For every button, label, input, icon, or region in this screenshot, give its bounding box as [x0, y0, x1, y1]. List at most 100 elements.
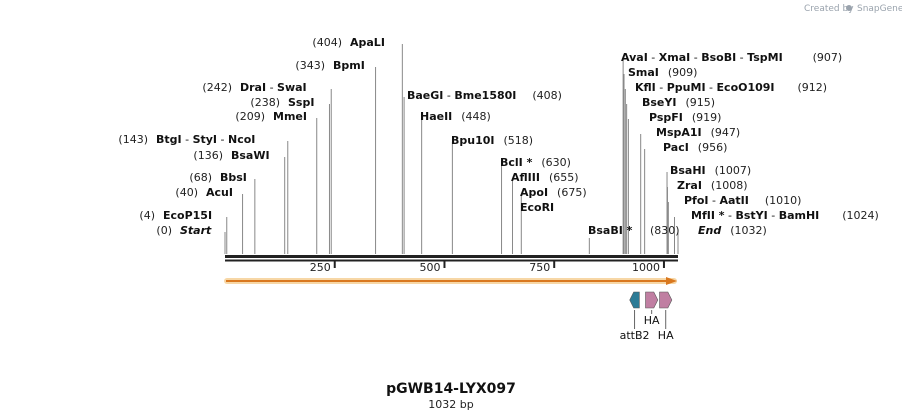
site-drai-swai[interactable]: (242) DraI - SwaI	[202, 81, 306, 94]
enzyme-acui: AcuI	[206, 186, 233, 199]
enzyme-bme1580i: Bme1580I	[454, 89, 516, 102]
site-avai-xmai-bsobi-tspmi[interactable]: AvaI - XmaI - BsoBI - TspMI (907)	[621, 51, 842, 64]
site-position: (408)	[532, 89, 562, 102]
site-position-label: (947)	[711, 126, 741, 139]
enzyme-pfoi: PfoI	[684, 194, 709, 207]
enzyme-btgi: BtgI	[156, 133, 182, 146]
site-position: (0)	[156, 224, 172, 237]
enzyme-mfii: MfII *	[691, 209, 725, 222]
enzyme-afliii: AflIII	[511, 171, 540, 184]
site-apali[interactable]: (404) ApaLI	[312, 36, 385, 49]
name-separator: -	[725, 209, 736, 222]
enzyme-kfli: KflI	[635, 81, 656, 94]
name-separator: -	[768, 209, 779, 222]
site-position-label: (830)	[650, 224, 680, 237]
site-position: (1032)	[730, 224, 767, 237]
site-haeii[interactable]: HaeII (448)	[420, 110, 491, 123]
site-position-label: (238)	[250, 96, 280, 109]
credit-prefix: Created by	[804, 4, 854, 14]
site-names: EcoP15I	[163, 209, 212, 222]
enzyme-apali: ApaLI	[350, 36, 385, 49]
site-kfli-ppumi-ecoo109i[interactable]: KflI - PpuMI - EcoO109I (912)	[635, 81, 827, 94]
enzyme-smai: SmaI	[628, 66, 659, 79]
enzyme-sspi: SspI	[288, 96, 314, 109]
plasmid-length: 1032 bp	[428, 398, 473, 411]
feature-shape	[629, 291, 640, 309]
enzyme-xmai: XmaI	[659, 51, 690, 64]
site-zrai[interactable]: ZraI (1008)	[677, 179, 747, 192]
ruler-tick-label: 750	[529, 261, 550, 274]
enzyme-ecoo109i: EcoO109I	[717, 81, 775, 94]
site-position-label: (1024)	[842, 209, 879, 222]
site-pspfi[interactable]: PspFI (919)	[649, 111, 721, 124]
site-ecop15i[interactable]: (4) EcoP15I	[139, 209, 212, 222]
site-mfii-bstyi-bamhi[interactable]: MfII * - BstYI - BamHI (1024)	[691, 209, 879, 222]
site-names: AflIII	[511, 171, 540, 184]
site-mspa1i[interactable]: MspA1I (947)	[656, 126, 740, 139]
name-separator: -	[182, 133, 193, 146]
site-position: (404)	[312, 36, 342, 49]
site-names: BbsI	[220, 171, 247, 184]
site-position-label: (956)	[698, 141, 728, 154]
enzyme-aatii: AatII	[719, 194, 748, 207]
enzyme-bsahi: BsaHI	[670, 164, 706, 177]
site-mmei[interactable]: (209) MmeI	[235, 110, 307, 123]
site-names: PacI	[663, 141, 689, 154]
site-acui[interactable]: (40) AcuI	[175, 186, 233, 199]
site-start[interactable]: (0) Start	[156, 224, 212, 237]
site-bpmi[interactable]: (343) BpmI	[295, 59, 364, 72]
enzyme-tspmi: TspMI	[747, 51, 783, 64]
site-apoi[interactable]: ApoI (675)	[520, 186, 587, 199]
site-position: (956)	[698, 141, 728, 154]
site-bcli[interactable]: BclI * (630)	[500, 156, 571, 169]
enzyme-ppumi: PpuMI	[667, 81, 706, 94]
site-bsahi[interactable]: BsaHI (1007)	[670, 164, 751, 177]
site-names: Bpu10I	[451, 134, 495, 147]
site-end[interactable]: End (1032)	[698, 224, 767, 237]
site-afliii[interactable]: AflIII (655)	[511, 171, 579, 184]
site-bsawi[interactable]: (136) BsaWI	[193, 149, 269, 162]
enzyme-pspfi: PspFI	[649, 111, 683, 124]
site-pfoi-aatii[interactable]: PfoI - AatII (1010)	[684, 194, 801, 207]
feature-shape	[659, 291, 673, 309]
name-separator: -	[709, 194, 720, 207]
site-position-label: (143)	[118, 133, 148, 146]
site-btgi-styi-ncoi[interactable]: (143) BtgI - StyI - NcoI	[118, 133, 255, 146]
site-position-label: (404)	[312, 36, 342, 49]
feature-ha[interactable]: HA	[644, 291, 660, 327]
site-position: (448)	[461, 110, 491, 123]
site-sspi[interactable]: (238) SspI	[250, 96, 314, 109]
site-paci[interactable]: PacI (956)	[663, 141, 727, 154]
site-position-label: (919)	[692, 111, 722, 124]
site-bbsi[interactable]: (68) BbsI	[189, 171, 247, 184]
site-bseyi[interactable]: BseYI (915)	[642, 96, 715, 109]
enzyme-bcli: BclI *	[500, 156, 533, 169]
site-smai[interactable]: SmaI (909)	[628, 66, 697, 79]
site-names: End	[698, 224, 721, 237]
feature-shape	[645, 291, 659, 309]
site-position-label: (655)	[549, 171, 579, 184]
site-bsabi[interactable]: BsaBI * (830)	[588, 224, 680, 237]
enzyme-bbsi: BbsI	[220, 171, 247, 184]
name-separator: -	[656, 81, 667, 94]
site-baegi-bme1580i[interactable]: BaeGI - Bme1580I (408)	[407, 89, 562, 102]
enzyme-zrai: ZraI	[677, 179, 702, 192]
site-names: BclI *	[500, 156, 533, 169]
name-separator: -	[736, 51, 747, 64]
site-ecori[interactable]: EcoRI	[520, 201, 554, 214]
feature-attb2[interactable]: attB2	[620, 291, 650, 342]
site-position: (143)	[118, 133, 148, 146]
enzyme-bpu10i: Bpu10I	[451, 134, 495, 147]
enzyme-mspa1i: MspA1I	[656, 126, 702, 139]
site-names: Start	[180, 224, 212, 237]
enzyme-swai: SwaI	[277, 81, 307, 94]
site-position-label: (136)	[193, 149, 223, 162]
site-position-label: (518)	[503, 134, 533, 147]
site-position: (907)	[813, 51, 843, 64]
site-position-label: (630)	[541, 156, 571, 169]
feature-ha[interactable]: HA	[658, 291, 674, 342]
feature-label: HA	[644, 314, 660, 327]
site-names: BsaHI	[670, 164, 706, 177]
site-bpu10i[interactable]: Bpu10I (518)	[451, 134, 533, 147]
